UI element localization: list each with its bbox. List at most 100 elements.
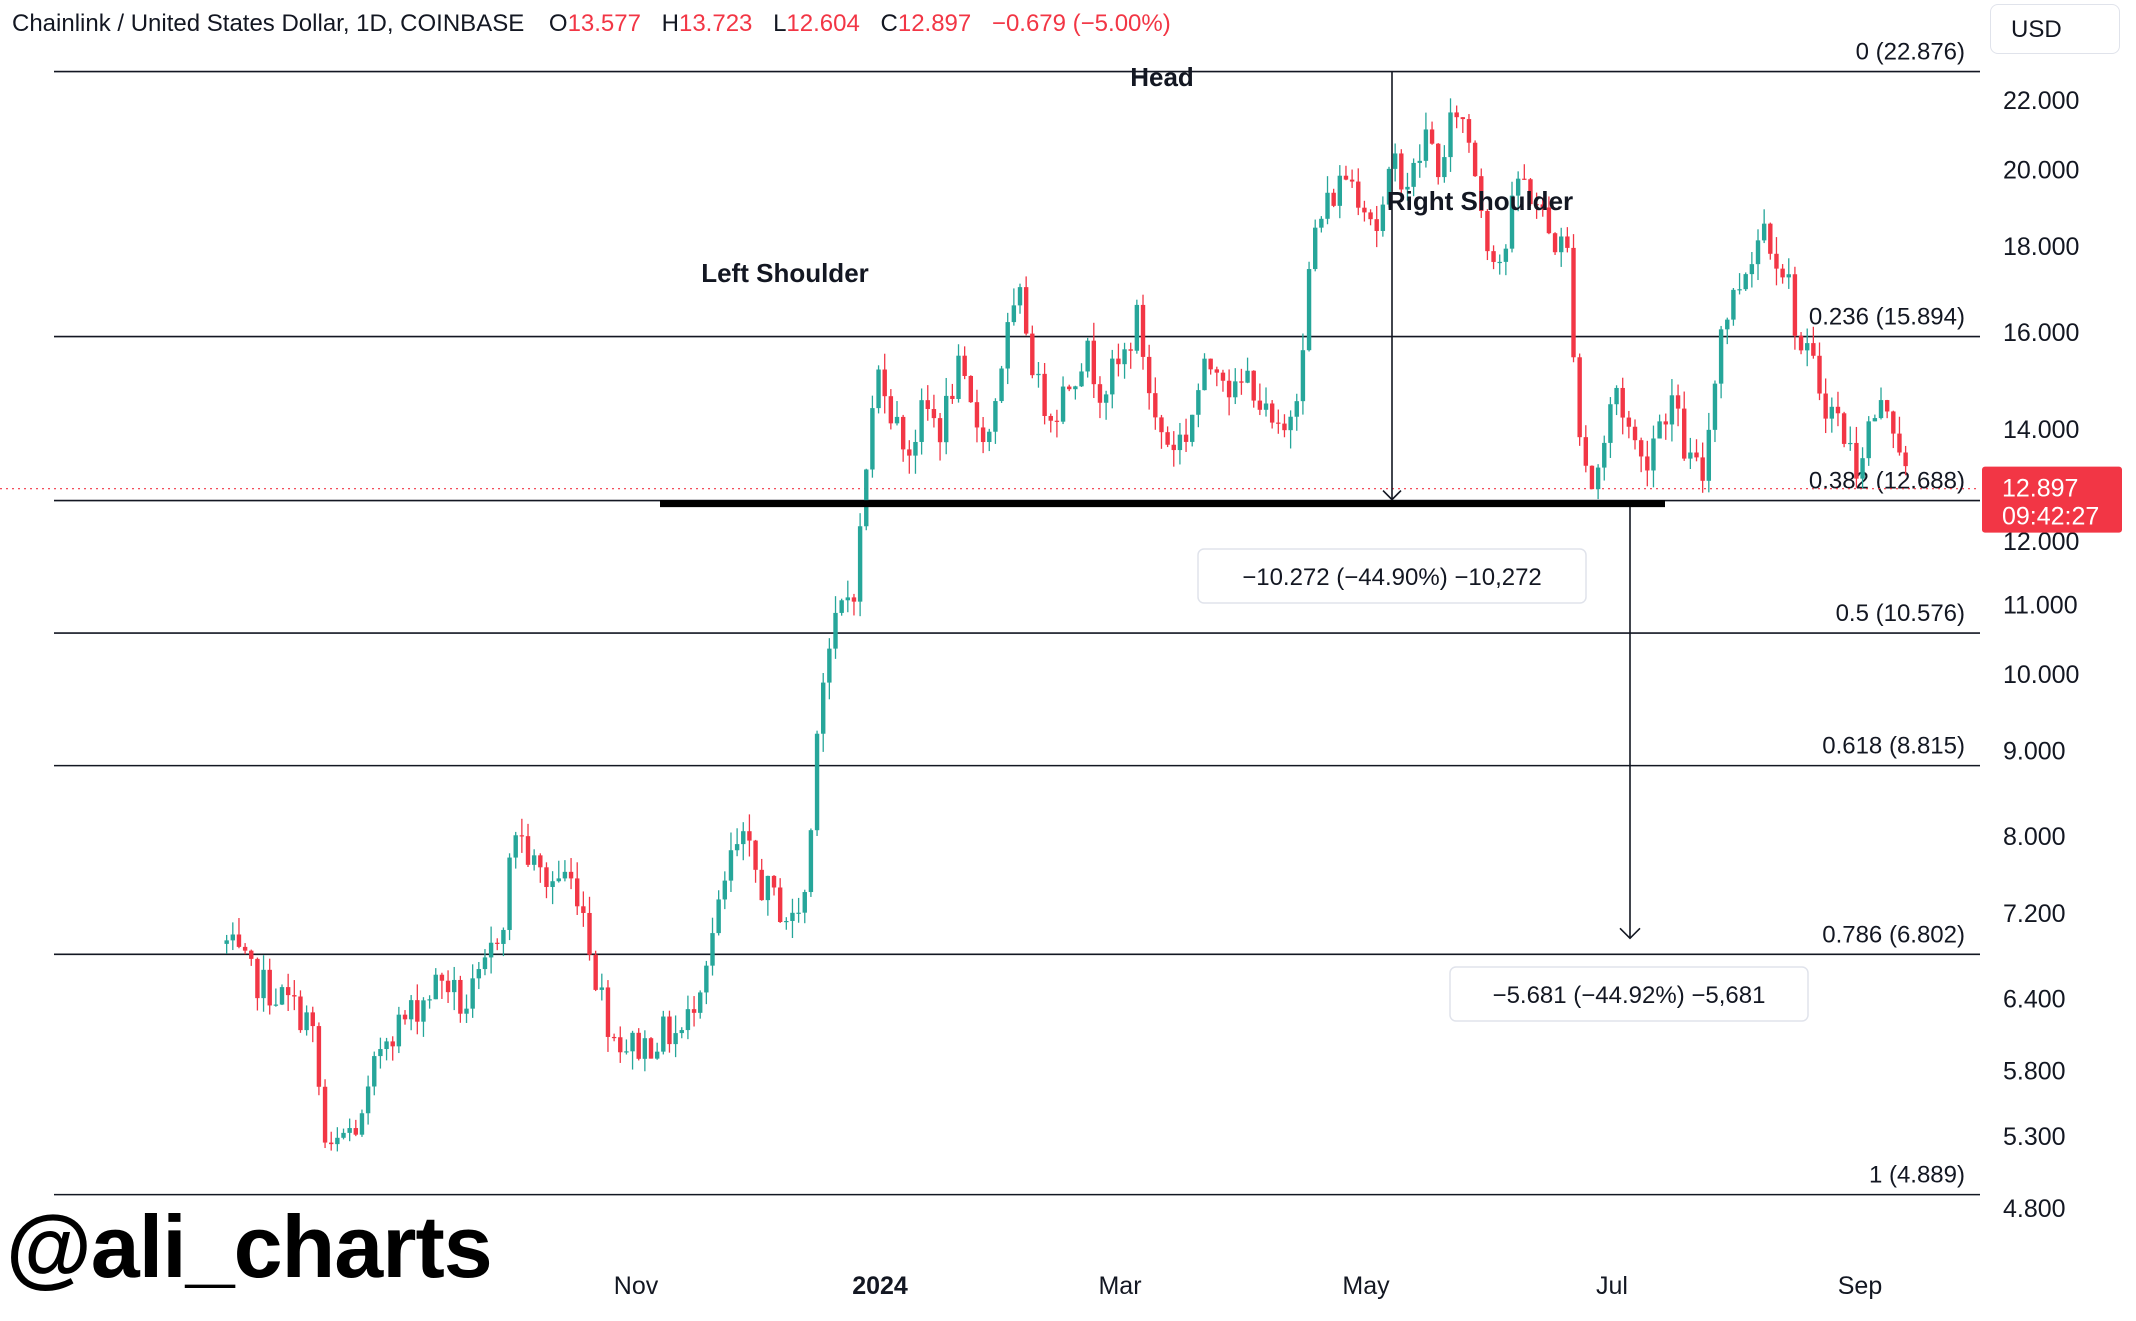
candle-body (882, 369, 887, 397)
candle-body (1559, 236, 1564, 253)
candle-body (1663, 421, 1668, 425)
currency-button[interactable]: USD (1990, 4, 2120, 54)
candle-body (1269, 403, 1275, 423)
candle-body (550, 881, 555, 887)
candle-body (741, 831, 746, 845)
x-tick-5: Sep (1838, 1272, 1882, 1300)
candle-body (1485, 211, 1490, 252)
candle-body (1392, 153, 1398, 169)
candle-body (1448, 112, 1453, 158)
candle-body (1023, 287, 1029, 334)
x-tick-3: May (1342, 1272, 1390, 1300)
candle-body (821, 682, 826, 734)
candle-body (716, 899, 721, 934)
price-axis: 22.000 20.000 18.000 16.000 14.000 12.000 11.0… (1982, 87, 2122, 1223)
candle-body (1878, 400, 1884, 419)
candle-body (968, 375, 974, 403)
candle-body (1682, 408, 1687, 459)
candle-body (482, 957, 488, 970)
candle-body (1011, 305, 1017, 323)
candle-body (1854, 442, 1859, 479)
candle-body (1749, 264, 1755, 275)
y-tick-14: 4.800 (2003, 1195, 2066, 1223)
y-tick-10: 7.200 (2003, 900, 2066, 928)
candle-body (1718, 329, 1724, 384)
candle-body (372, 1056, 377, 1087)
candle-body (1263, 403, 1269, 410)
candle-body (1595, 467, 1601, 490)
candle-body (562, 871, 568, 879)
candle-body (728, 850, 734, 881)
candles (224, 98, 1908, 1152)
candle-body (1190, 414, 1195, 442)
candle-body (575, 878, 580, 907)
candle-body (1356, 181, 1361, 208)
candle-body (365, 1086, 371, 1114)
candle-body (894, 416, 900, 424)
candle-body (1343, 175, 1349, 180)
y-tick-2: 18.000 (2003, 233, 2079, 261)
symbol-title: Chainlink / United States Dollar, 1D, CO… (12, 10, 525, 37)
y-tick-11: 6.400 (2003, 986, 2066, 1014)
candle-body (1134, 304, 1140, 351)
candle-body (1288, 416, 1293, 431)
fib-label-1: 0.236 (15.894) (1809, 304, 1965, 331)
candle-body (1030, 333, 1035, 376)
candle-body (667, 1016, 672, 1045)
candle-body (777, 887, 783, 922)
candle-body (722, 880, 728, 900)
y-tick-12: 5.800 (2003, 1057, 2066, 1085)
candle-body (833, 612, 838, 649)
last-price-value: 12.897 (2002, 475, 2078, 503)
candle-body (1700, 457, 1705, 481)
head-measure-arrow (1382, 489, 1402, 501)
candle-body (1657, 421, 1662, 439)
candle-body (1737, 289, 1742, 291)
candle-body (1368, 212, 1373, 220)
open-label: O (548, 10, 568, 37)
candle-body (765, 875, 771, 901)
candle-body (464, 1008, 469, 1014)
candle-body (495, 942, 500, 944)
x-tick-0: Nov (614, 1272, 659, 1300)
candle-body (1097, 384, 1103, 403)
candle-body (445, 980, 451, 993)
candle-body (1054, 420, 1060, 422)
candle-body (298, 996, 303, 1031)
candle-body (488, 942, 494, 958)
candle-body (1761, 223, 1767, 241)
candle-body (1153, 393, 1158, 418)
candle-body (1891, 411, 1896, 434)
y-tick-1: 20.000 (2003, 156, 2079, 184)
candle-body (827, 648, 832, 683)
candle-body (1792, 274, 1798, 336)
candle-body (525, 836, 531, 865)
candle-body (347, 1128, 352, 1133)
candle-body (507, 857, 512, 930)
candle-body (734, 844, 740, 851)
candle-body (261, 969, 266, 999)
candle-body (599, 987, 605, 990)
candle-body (1085, 340, 1090, 372)
head-measure-label: −10.272 (−44.90%) −10,272 (1242, 564, 1542, 591)
candle-body (913, 441, 918, 456)
candle-body (1442, 157, 1447, 178)
candle-body (704, 965, 709, 993)
candle-body (1048, 415, 1053, 421)
x-tick-2: Mar (1098, 1272, 1141, 1300)
target-measure-arrow (1619, 927, 1641, 940)
candle-body (1362, 207, 1367, 213)
chart-labels: −10.272 (−44.90%) −10,272 −5.681 (−44.92%… (701, 62, 1809, 1022)
candle-body (1110, 358, 1115, 395)
candle-body (1835, 406, 1841, 414)
candle-body (1589, 465, 1595, 490)
candle-body (1841, 413, 1847, 444)
candle-body (857, 526, 863, 602)
candle-body (1602, 442, 1607, 468)
fib-label-0: 0 (22.876) (1856, 39, 1965, 66)
candle-body (1036, 373, 1041, 376)
candle-body (470, 978, 475, 1009)
candle-body (1479, 176, 1484, 212)
